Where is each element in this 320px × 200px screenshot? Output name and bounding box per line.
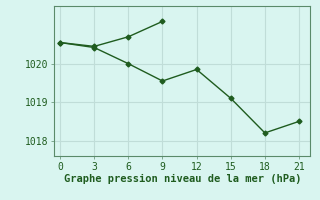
X-axis label: Graphe pression niveau de la mer (hPa): Graphe pression niveau de la mer (hPa) [64, 174, 301, 184]
